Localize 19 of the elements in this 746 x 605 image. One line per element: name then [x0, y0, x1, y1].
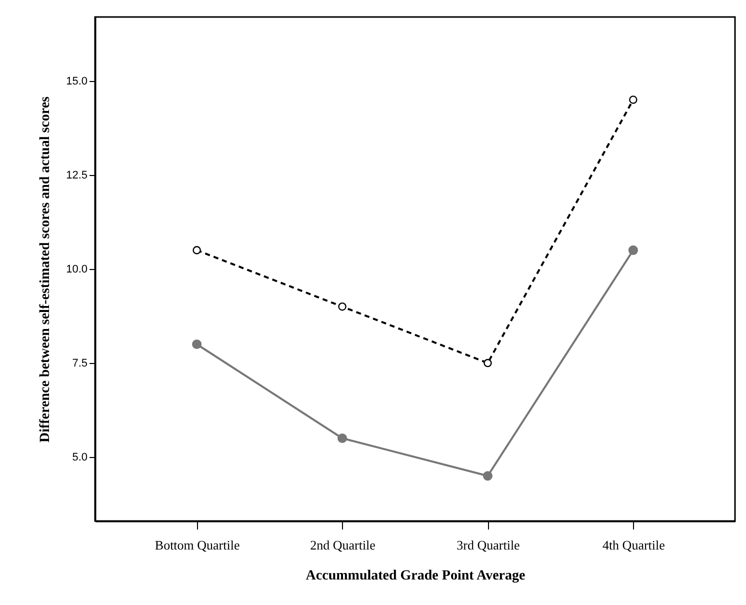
y-tick-label: 10.0	[66, 264, 88, 276]
point	[192, 246, 201, 254]
y-tick-label: 15.0	[66, 75, 88, 88]
y-tick-label: 7.5	[72, 358, 88, 370]
point	[337, 433, 348, 444]
y-axis-title: Difference between self-estimated scores and actual scores	[38, 96, 54, 443]
point	[629, 96, 638, 104]
x-axis-title: Accummulated Grade Point Average	[306, 568, 526, 584]
y-tick-label: 12.5	[66, 169, 88, 182]
x-tick-label: 2nd Quartile	[310, 538, 376, 552]
x-tick-label: 4th Quartile	[602, 538, 666, 552]
point	[192, 339, 202, 349]
point	[338, 302, 346, 311]
y-tick-label: 5.0	[72, 452, 88, 464]
x-tick-label: Bottom Quartile	[154, 538, 240, 552]
x-tick-label: 3rd Quartile	[456, 538, 520, 552]
point	[484, 358, 492, 368]
point	[628, 245, 638, 255]
point	[482, 471, 493, 481]
